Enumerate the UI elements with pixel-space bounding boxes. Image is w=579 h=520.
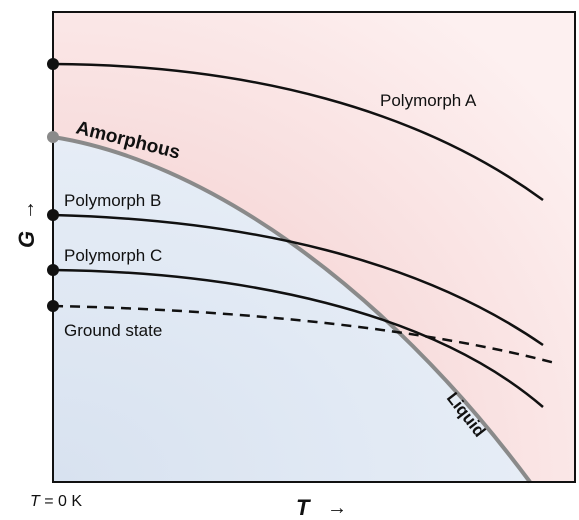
polymorph-c-curve xyxy=(52,268,544,408)
ground-state-curve xyxy=(52,304,556,365)
amorphous-dot xyxy=(47,131,59,143)
polymorph-b-label: Polymorph B xyxy=(64,191,161,210)
ground-state-dot xyxy=(47,300,59,312)
plot-frame xyxy=(52,11,576,483)
ground-state-label: Ground state xyxy=(64,321,162,340)
t-zero-label: T = 0 K xyxy=(30,493,82,510)
polymorph-a-dot xyxy=(47,58,59,70)
y-axis-label: G → xyxy=(14,200,39,248)
x-axis-arrow: → xyxy=(327,497,347,519)
polymorph-b-dot xyxy=(47,209,59,221)
t-zero-variable: T xyxy=(30,493,41,510)
y-axis-letter: G xyxy=(14,231,39,248)
y-axis-arrow: → xyxy=(17,200,39,220)
polymorph-c-dot xyxy=(47,264,59,276)
polymorph-b-curve xyxy=(52,213,544,347)
x-axis-letter: T xyxy=(296,495,311,520)
polymorph-c-label: Polymorph C xyxy=(64,246,162,265)
t-zero-value: = 0 K xyxy=(40,493,83,510)
polymorph-a-label: Polymorph A xyxy=(380,91,477,110)
polymorph-a-curve xyxy=(52,62,544,202)
